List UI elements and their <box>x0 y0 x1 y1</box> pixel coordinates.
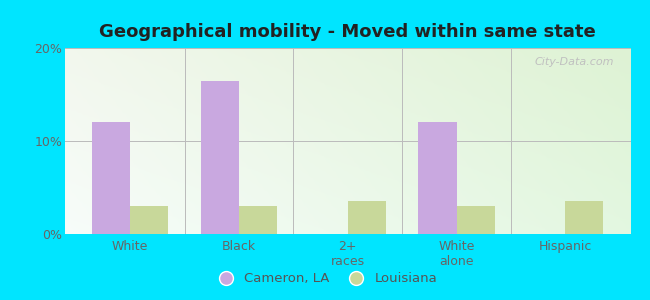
Bar <box>419 122 456 234</box>
Bar <box>201 80 239 234</box>
Legend: Cameron, LA, Louisiana: Cameron, LA, Louisiana <box>207 267 443 290</box>
Bar <box>456 206 495 234</box>
Bar <box>130 206 168 234</box>
Title: Geographical mobility - Moved within same state: Geographical mobility - Moved within sam… <box>99 23 596 41</box>
Text: City-Data.com: City-Data.com <box>534 57 614 67</box>
Bar <box>92 122 130 234</box>
Bar <box>239 206 277 234</box>
Bar <box>348 202 386 234</box>
Bar <box>566 202 603 234</box>
